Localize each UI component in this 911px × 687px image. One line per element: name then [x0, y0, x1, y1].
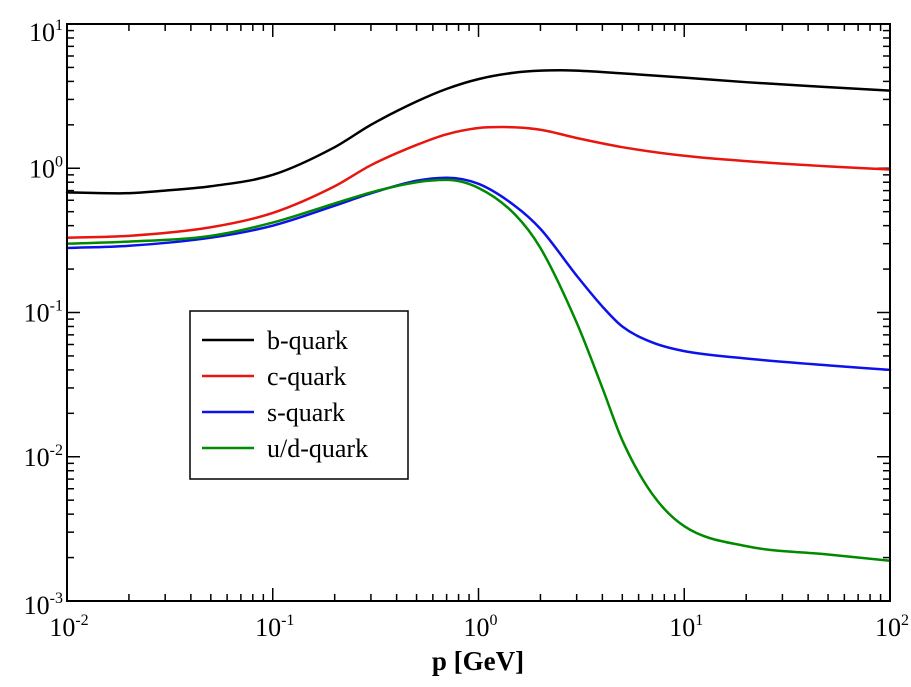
y-tick-label: 101 [29, 17, 63, 47]
x-tick-label: 100 [464, 612, 498, 642]
y-tick-label: 100 [29, 153, 63, 183]
x-tick-label: 102 [875, 612, 909, 642]
series-line-u-d-quark [65, 178, 892, 563]
series-lines [65, 68, 892, 563]
legend-label-c-quark: c-quark [267, 362, 346, 391]
y-tick-label: 10-1 [24, 298, 63, 328]
legend-label-s-quark: s-quark [267, 398, 345, 427]
series-line-s-quark [65, 176, 892, 372]
x-tick-label: 10-1 [255, 612, 294, 642]
y-tick-label: 10-2 [24, 442, 63, 472]
series-line-c-quark [65, 125, 892, 239]
tick-marks [66, 23, 891, 602]
legend-label-b-quark: b-quark [267, 326, 348, 355]
y-tick-label: 10-3 [24, 590, 63, 620]
x-tick-label: 10-2 [49, 612, 88, 642]
legend: b-quark c-quark s-quark u/d-quark [189, 310, 409, 480]
plot-frame [66, 23, 891, 602]
x-tick-label: 101 [669, 612, 703, 642]
series-line-b-quark [65, 68, 892, 195]
legend-label-u-d-quark: u/d-quark [267, 434, 368, 463]
x-axis-title: p [GeV] [432, 646, 524, 676]
